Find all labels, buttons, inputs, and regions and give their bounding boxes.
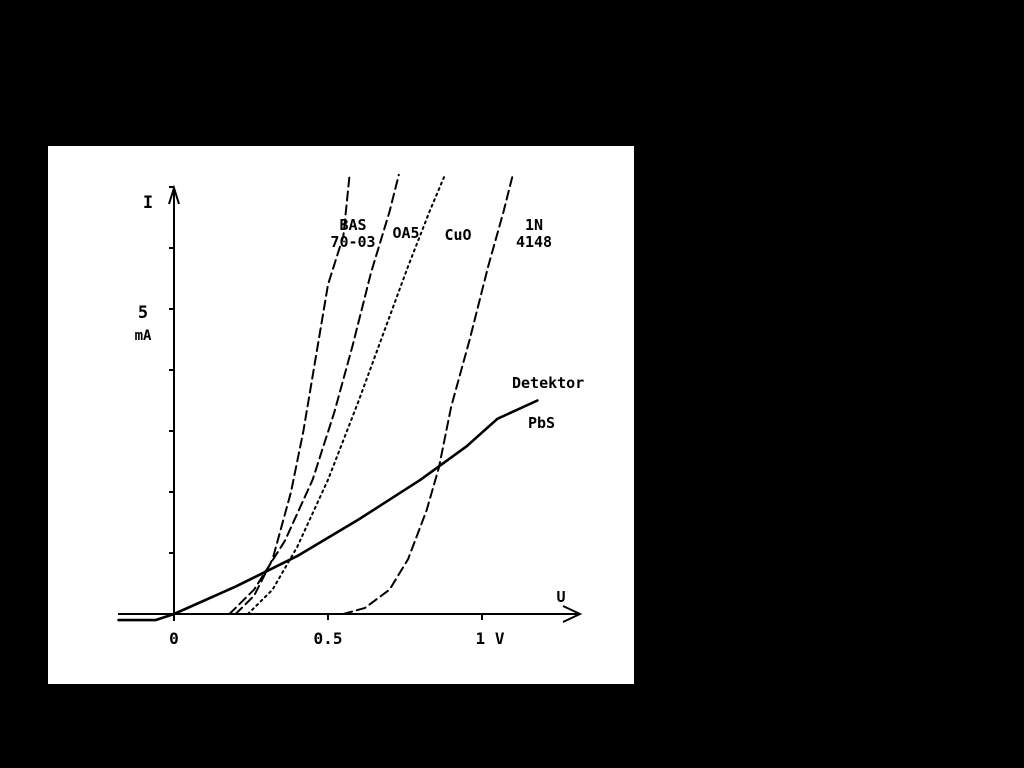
series-label-0: 70-03 [330, 233, 375, 251]
series-label-4: Detektor [512, 374, 584, 392]
y-unit-value: 5 [138, 303, 148, 323]
x-tick-label: 1 V [476, 629, 505, 648]
y-unit-label: mA [135, 328, 152, 344]
series-label-3: 1N [525, 216, 543, 234]
series-label-1: OA5 [392, 224, 419, 242]
figure-panel: 0 0.5 1 V I U 5 mA BAS 70-03 OA5 CuO 1N 4148 Detektor… [48, 146, 634, 684]
series-label-3: 4148 [516, 233, 552, 251]
y-axis-label: I [143, 193, 153, 213]
x-tick-label: 0.5 [314, 629, 343, 648]
x-axis-label: U [556, 588, 565, 606]
series-line-2 [246, 173, 446, 615]
series-line-1 [228, 173, 400, 615]
series-label-4: PbS [528, 414, 555, 432]
series-label-0: BAS [339, 216, 366, 234]
series-line-0 [234, 173, 351, 615]
x-tick-label: 0 [169, 629, 179, 648]
series-line-4 [117, 399, 539, 622]
series-label-2: CuO [444, 226, 471, 244]
x-axis-arrow [562, 605, 583, 623]
